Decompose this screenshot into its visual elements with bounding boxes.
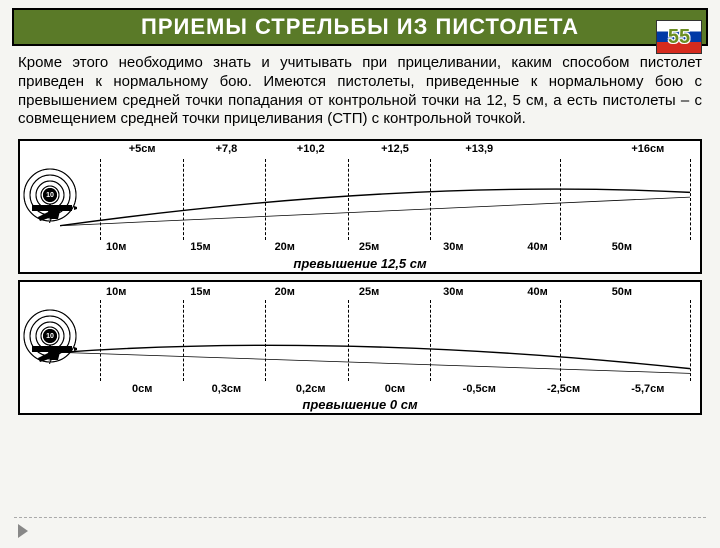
svg-text:7: 7 bbox=[48, 360, 52, 366]
svg-text:7: 7 bbox=[48, 219, 52, 225]
footer-divider bbox=[14, 517, 706, 518]
d1-trajectory bbox=[60, 159, 690, 240]
d1-elevation-labels: +5см+7,8+10,2+12,5+13,9+16см bbox=[100, 143, 690, 155]
target-icon: 10 9 8 7 к.т. bbox=[20, 308, 80, 375]
svg-text:10: 10 bbox=[46, 192, 54, 199]
slide-title: ПРИЕМЫ СТРЕЛЬБЫ ИЗ ПИСТОЛЕТА bbox=[24, 14, 696, 40]
svg-text:9: 9 bbox=[48, 346, 52, 352]
d2-elevation-labels: 0см0,3см0,2см0см-0,5см-2,5см-5,7см bbox=[100, 383, 690, 395]
corner-arrow-icon bbox=[18, 524, 28, 538]
slide-number-badge: 55 bbox=[656, 20, 702, 54]
slide-number: 55 bbox=[668, 26, 690, 49]
d1-distance-labels: 10м15м20м25м30м40м50м bbox=[100, 241, 690, 253]
svg-text:10: 10 bbox=[46, 333, 54, 340]
target-icon: 10 9 8 7 к.т. bbox=[20, 167, 80, 234]
d2-trajectory bbox=[60, 300, 690, 381]
d1-legend: превышение 12,5 см bbox=[20, 256, 700, 271]
d2-legend: превышение 0 см bbox=[20, 397, 700, 412]
svg-text:9: 9 bbox=[48, 205, 52, 211]
trajectory-diagram-2: 10м15м20м25м30м40м50м 10 9 8 7 к.т. 10 bbox=[18, 280, 702, 415]
slide-header: ПРИЕМЫ СТРЕЛЬБЫ ИЗ ПИСТОЛЕТА bbox=[12, 8, 708, 46]
trajectory-diagram-1: +5см+7,8+10,2+12,5+13,9+16см 10 9 8 7 к.… bbox=[18, 139, 702, 274]
svg-text:к.т.: к.т. bbox=[64, 207, 73, 213]
body-paragraph: Кроме этого необходимо знать и учитывать… bbox=[0, 52, 720, 137]
d2-distance-labels: 10м15м20м25м30м40м50м bbox=[100, 286, 690, 298]
svg-text:к.т.: к.т. bbox=[64, 348, 73, 354]
